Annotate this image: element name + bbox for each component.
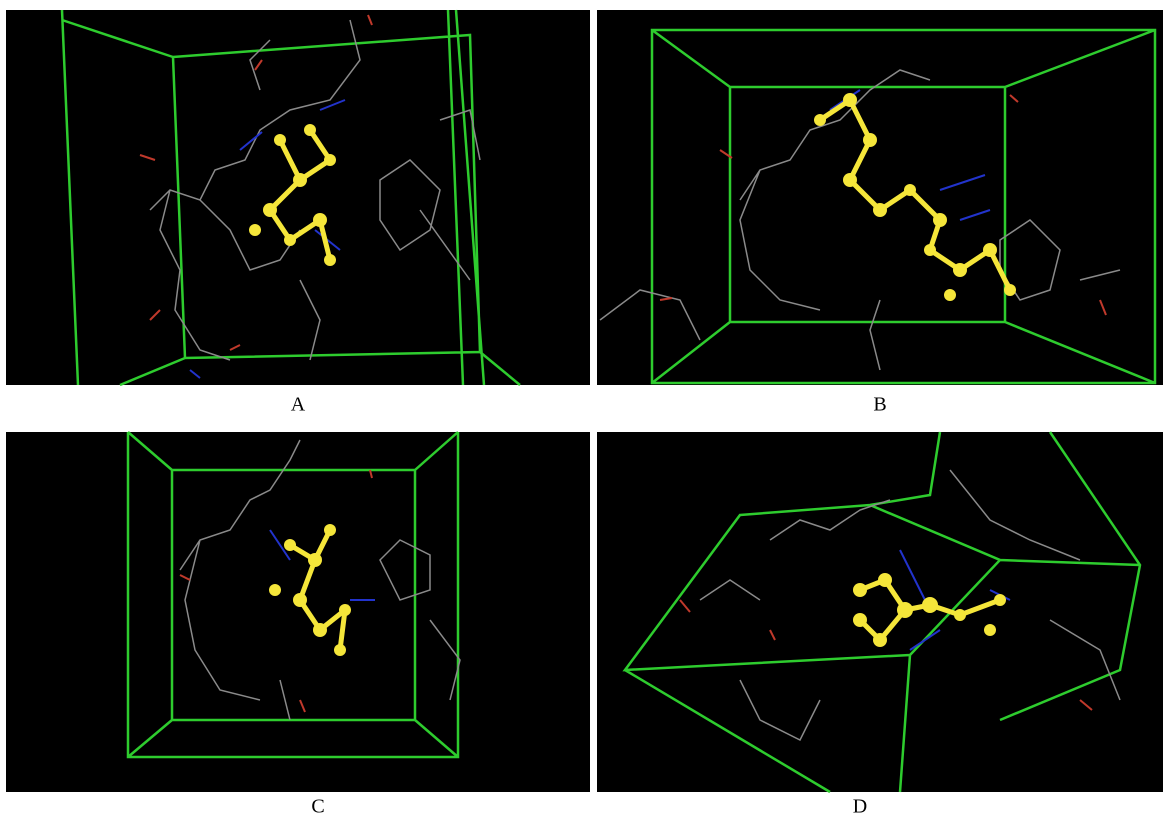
panel-b-image [597, 10, 1163, 385]
panel-d-image [597, 431, 1163, 794]
panel-label: A [291, 394, 306, 416]
panel-a-image [6, 9, 590, 387]
panel-label: C [311, 796, 324, 817]
panel-label: B [873, 394, 886, 416]
panel-label: D [853, 796, 867, 817]
panel-c-image [6, 431, 590, 792]
